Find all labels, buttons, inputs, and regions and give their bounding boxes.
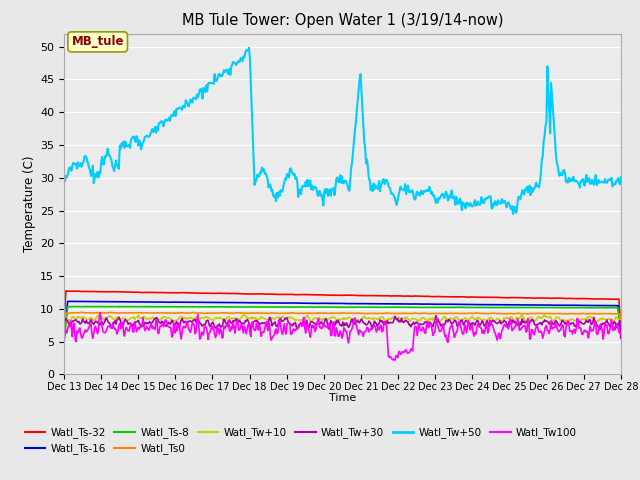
Text: MB_tule: MB_tule xyxy=(72,36,124,48)
X-axis label: Time: Time xyxy=(329,394,356,403)
Title: MB Tule Tower: Open Water 1 (3/19/14-now): MB Tule Tower: Open Water 1 (3/19/14-now… xyxy=(182,13,503,28)
Legend: Watl_Ts-32, Watl_Ts-16, Watl_Ts-8, Watl_Ts0, Watl_Tw+10, Watl_Tw+30, Watl_Tw+50,: Watl_Ts-32, Watl_Ts-16, Watl_Ts-8, Watl_… xyxy=(25,427,577,455)
Y-axis label: Temperature (C): Temperature (C) xyxy=(23,156,36,252)
